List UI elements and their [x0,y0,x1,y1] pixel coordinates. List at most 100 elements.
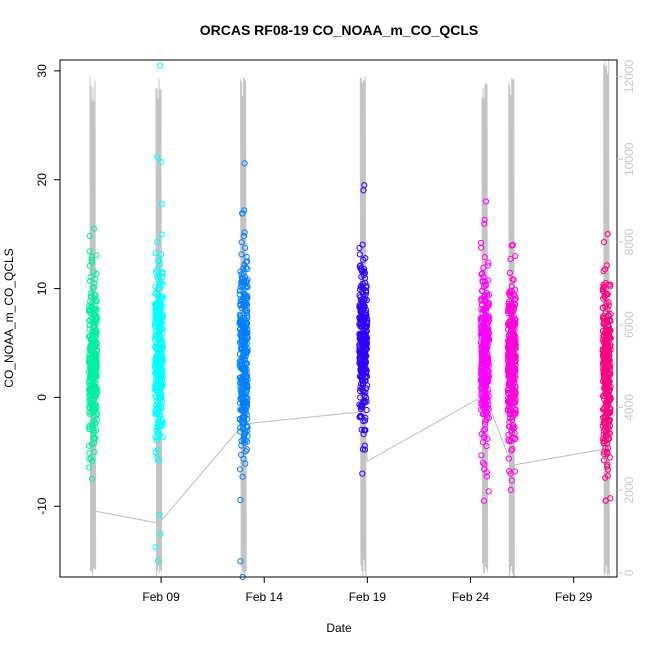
data-point [241,160,248,167]
x-tick-label: Feb 29 [555,590,593,604]
data-point [361,398,368,405]
data-point [363,335,371,342]
data-point [484,414,491,421]
data-point [241,229,248,236]
data-point [243,404,250,411]
data-point [86,322,93,329]
data-point [156,395,163,403]
data-point [86,308,93,315]
data-point [600,239,608,246]
data-point [482,335,489,342]
data-point [152,250,159,257]
data-point [601,448,608,455]
data-point [93,359,100,366]
data-point [240,356,247,363]
data-point [158,251,165,258]
data-point [478,297,485,304]
data-point [484,435,491,442]
data-point [88,441,96,448]
data-point [93,367,100,375]
data-point [509,374,517,381]
data-point [86,232,93,239]
data-point [152,407,159,414]
data-point [238,338,245,345]
data-point [89,334,96,341]
data-point [509,414,516,421]
data-point [239,382,246,389]
data-point [481,432,488,439]
data-point [602,352,610,359]
data-point [607,317,614,325]
data-point [152,544,159,551]
data-point [86,352,93,359]
data-point [159,312,166,319]
data-point [86,278,94,285]
data-point [93,296,100,304]
data-point [86,317,93,325]
data-point [92,332,99,339]
data-point [484,397,491,404]
data-point [243,340,250,347]
data-point [92,383,99,390]
data-point [510,291,517,298]
data-point [482,278,489,285]
y-tick-label: 20 [35,173,49,187]
data-point [86,248,93,255]
data-point [154,447,161,454]
data-point [504,351,511,358]
data-point [508,447,515,454]
data-point [357,262,364,269]
data-point [603,424,610,431]
data-point [88,256,95,263]
data-point [239,354,246,361]
data-point [361,270,368,277]
data-point [242,244,249,251]
data-point [236,466,244,473]
data-point [359,470,366,477]
data-point [158,201,165,208]
data-point [512,316,519,323]
y-tick-label: 10 [35,282,49,296]
data-point [90,427,97,434]
data-point [482,198,490,205]
x-tick-label: Feb 19 [349,590,387,604]
data-point [364,382,371,389]
data-point [504,387,512,394]
data-point [600,375,608,382]
data-point [244,433,251,440]
flight-points-6 [504,241,519,493]
data-point [91,311,98,318]
data-point [90,331,97,338]
data-point [483,473,490,480]
data-point [158,293,166,300]
data-point [604,463,611,470]
data-point [600,457,608,464]
y2-tick-label: 0 [622,569,636,576]
data-point [485,259,492,266]
data-point [90,361,97,368]
data-point [236,339,244,346]
data-point [505,322,513,329]
data-point [240,365,247,372]
data-point [237,558,244,565]
data-point [152,336,159,343]
data-point [479,391,487,398]
data-point [241,261,248,268]
data-point [482,426,489,433]
data-point [357,353,364,360]
flight-points-7 [599,231,614,504]
data-point [358,373,365,380]
data-point [600,431,607,438]
data-point [90,374,98,381]
data-point [88,300,95,307]
data-point [604,385,611,393]
data-point [599,285,607,292]
data-point [239,423,246,431]
data-point [512,345,519,352]
data-point [236,311,243,318]
data-point [158,231,165,238]
data-point [478,373,485,380]
data-point [482,292,489,299]
data-point [483,338,490,345]
data-point [605,332,613,339]
